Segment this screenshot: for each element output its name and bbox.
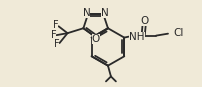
Text: Cl: Cl (173, 28, 183, 38)
Text: F: F (51, 30, 56, 40)
Text: F: F (53, 20, 58, 30)
Text: F: F (54, 39, 59, 50)
Text: N: N (101, 8, 109, 18)
Text: NH: NH (129, 32, 145, 42)
Text: N: N (83, 8, 90, 18)
Text: O: O (140, 16, 148, 26)
Text: O: O (92, 34, 100, 44)
